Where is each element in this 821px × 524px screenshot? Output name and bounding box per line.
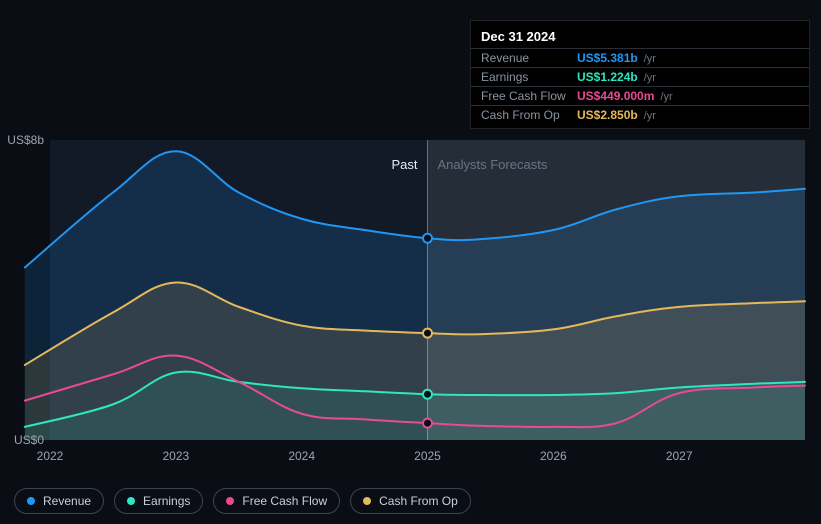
legend-item-fcf[interactable]: Free Cash Flow [213,488,340,514]
legend-swatch [127,497,135,505]
tooltip-label: Revenue [481,51,571,65]
region-label-forecast: Analysts Forecasts [438,157,548,172]
tooltip-suffix: /yr [644,110,656,122]
tooltip-label: Free Cash Flow [481,89,571,103]
svg-text:2026: 2026 [540,449,567,463]
legend-label: Cash From Op [379,494,458,508]
tooltip-label: Earnings [481,70,571,84]
legend-swatch [363,497,371,505]
legend-item-revenue[interactable]: Revenue [14,488,104,514]
region-label-past: Past [378,157,418,172]
legend-label: Earnings [143,494,190,508]
chart-tooltip: Dec 31 2024 Revenue US$5.381b /yr Earnin… [470,20,810,129]
financials-chart: Dec 31 2024 Revenue US$5.381b /yr Earnin… [50,10,805,490]
legend-swatch [27,497,35,505]
svg-text:US$8b: US$8b [7,133,44,147]
tooltip-row: Free Cash Flow US$449.000m /yr [471,86,809,105]
tooltip-suffix: /yr [660,91,672,103]
tooltip-row: Cash From Op US$2.850b /yr [471,105,809,124]
svg-text:2025: 2025 [414,449,441,463]
svg-text:2024: 2024 [288,449,315,463]
legend-item-earnings[interactable]: Earnings [114,488,203,514]
tooltip-value: US$449.000m [577,89,654,103]
svg-text:2023: 2023 [162,449,189,463]
tooltip-value: US$5.381b [577,51,638,65]
tooltip-suffix: /yr [644,72,656,84]
tooltip-suffix: /yr [644,53,656,65]
tooltip-value: US$2.850b [577,108,638,122]
legend-item-cash-from-op[interactable]: Cash From Op [350,488,471,514]
legend-label: Revenue [43,494,91,508]
svg-text:US$0: US$0 [14,433,44,447]
tooltip-row: Revenue US$5.381b /yr [471,48,809,67]
legend-label: Free Cash Flow [242,494,327,508]
chart-legend: Revenue Earnings Free Cash Flow Cash Fro… [14,488,471,514]
svg-text:2027: 2027 [666,449,693,463]
legend-swatch [226,497,234,505]
svg-text:2022: 2022 [37,449,64,463]
tooltip-label: Cash From Op [481,108,571,122]
tooltip-date: Dec 31 2024 [471,29,809,48]
tooltip-row: Earnings US$1.224b /yr [471,67,809,86]
tooltip-value: US$1.224b [577,70,638,84]
